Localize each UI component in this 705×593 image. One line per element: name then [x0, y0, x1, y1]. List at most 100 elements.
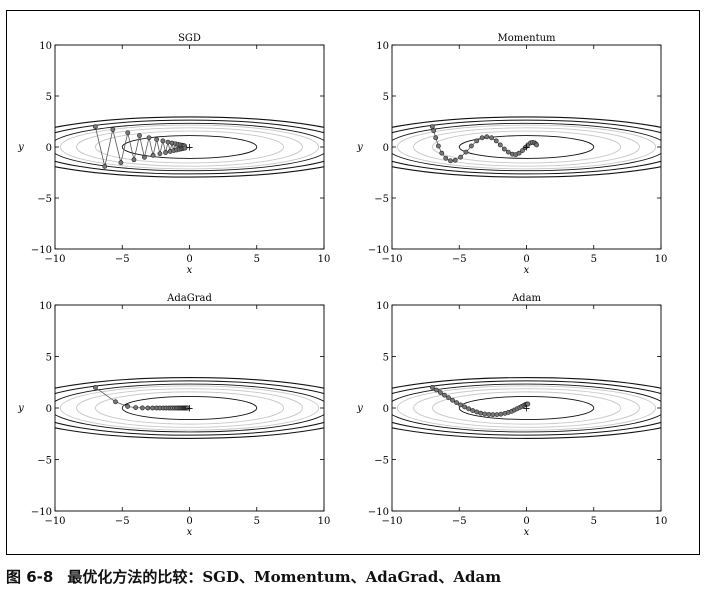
series-point: [450, 397, 455, 403]
series-point: [125, 404, 131, 409]
x-tick-label: −10: [44, 254, 65, 265]
contour-line: [55, 383, 324, 433]
x-axis-label: x: [187, 265, 193, 276]
series-point: [431, 128, 437, 134]
series-point: [145, 405, 151, 411]
series-point: [429, 384, 435, 390]
y-tick-label: 5: [383, 92, 389, 103]
x-tick-label: 0: [523, 254, 529, 265]
contour-line: [59, 124, 320, 170]
series-point: [157, 151, 163, 157]
series-point: [160, 138, 166, 144]
contour-line: [392, 119, 661, 175]
contour-line: [392, 116, 661, 178]
contour-line: [94, 130, 285, 164]
series-point: [433, 135, 439, 141]
minimum-marker: +: [522, 143, 530, 154]
series-point: [438, 390, 443, 395]
series-point: [182, 145, 188, 151]
contour-line: [121, 135, 258, 159]
figure-label: 图 6-8: [6, 568, 54, 586]
series-point: [474, 409, 480, 415]
contour-line: [396, 385, 657, 431]
y-tick-label: 10: [39, 301, 52, 312]
series-point: [102, 163, 108, 169]
y-tick-label: 0: [383, 143, 389, 154]
series-point: [146, 135, 152, 141]
series-point: [482, 411, 488, 417]
series-point: [142, 154, 147, 160]
contour-line: [121, 396, 258, 420]
contour-line: [392, 122, 661, 172]
series-point: [92, 384, 98, 390]
contour-line: [59, 385, 320, 431]
chart-title: AdaGrad: [166, 293, 212, 304]
y-tick-label: 10: [39, 41, 52, 52]
series-point: [150, 152, 156, 158]
contour-line: [76, 388, 303, 428]
y-tick-label: 5: [46, 353, 52, 364]
series-point: [165, 139, 171, 145]
x-tick-label: 5: [254, 254, 260, 265]
series-point: [466, 406, 472, 412]
series-point: [150, 405, 155, 411]
y-tick-label: 0: [383, 404, 389, 415]
y-tick-label: −5: [37, 456, 52, 467]
x-axis-label: x: [524, 265, 530, 276]
minimum-marker: +: [185, 143, 193, 154]
chart-title: SGD: [178, 33, 201, 44]
x-tick-label: 0: [186, 516, 192, 527]
optimizer-comparison-figure: −10 −5 0 5 10 10 5 0 −5 −10 SGD x y + −10 −5 0 5 10 10 5 0 −5 −…: [17, 33, 668, 538]
y-tick-label: 0: [46, 143, 52, 154]
y-tick-label: 5: [46, 92, 52, 103]
y-axis-label: y: [356, 142, 363, 153]
series-point: [131, 157, 137, 163]
y-axis-label: y: [356, 403, 363, 414]
contour-line: [458, 135, 595, 159]
contour-line: [55, 119, 324, 175]
contour-line: [392, 380, 661, 436]
x-tick-label: 0: [523, 516, 529, 527]
contour-line: [458, 396, 595, 420]
series-point: [448, 158, 453, 164]
x-tick-label: −5: [452, 516, 467, 527]
series-point: [140, 405, 145, 411]
contour-line: [55, 377, 324, 439]
contour-line: [94, 391, 285, 425]
contour-line: [55, 380, 324, 436]
contour-group: [392, 116, 661, 178]
x-tick-label: 5: [254, 516, 260, 527]
series-point: [525, 401, 531, 407]
y-tick-label: −10: [31, 507, 52, 518]
series-point: [505, 149, 511, 155]
x-tick-label: −5: [115, 254, 130, 265]
y-tick-label: −5: [374, 456, 389, 467]
y-tick-label: −10: [368, 507, 389, 518]
x-tick-label: 10: [318, 516, 331, 527]
series-point: [468, 143, 474, 149]
y-tick-label: −5: [37, 194, 52, 205]
series-point: [462, 404, 468, 410]
series-point: [516, 150, 522, 156]
series-point: [484, 134, 490, 140]
series-point: [154, 137, 160, 142]
x-tick-label: 10: [655, 516, 668, 527]
series-point: [92, 124, 98, 129]
figure-caption: 图 6-8 最优化方法的比较：SGD、Momentum、AdaGrad、Adam: [6, 566, 501, 587]
x-tick-label: −10: [44, 516, 65, 527]
contour-line: [76, 127, 303, 167]
contour-line: [396, 124, 657, 170]
series-point: [493, 138, 499, 144]
series-point: [443, 155, 449, 161]
figure-frame: −10 −5 0 5 10 10 5 0 −5 −10 SGD x y + −10 −5 0 5 10 10 5 0 −5 −…: [6, 10, 700, 555]
x-tick-label: −5: [452, 254, 467, 265]
series-point: [463, 149, 469, 155]
series-point: [185, 405, 191, 411]
series-point: [478, 410, 484, 416]
chart-title: Adam: [511, 293, 542, 304]
panel-momentum: −10 −5 0 5 10 10 5 0 −5 −10 Momentum x y +: [356, 33, 668, 276]
contour-group: [55, 377, 324, 439]
x-tick-label: 10: [655, 254, 668, 265]
series-point: [534, 142, 539, 148]
contour-line: [413, 388, 640, 428]
